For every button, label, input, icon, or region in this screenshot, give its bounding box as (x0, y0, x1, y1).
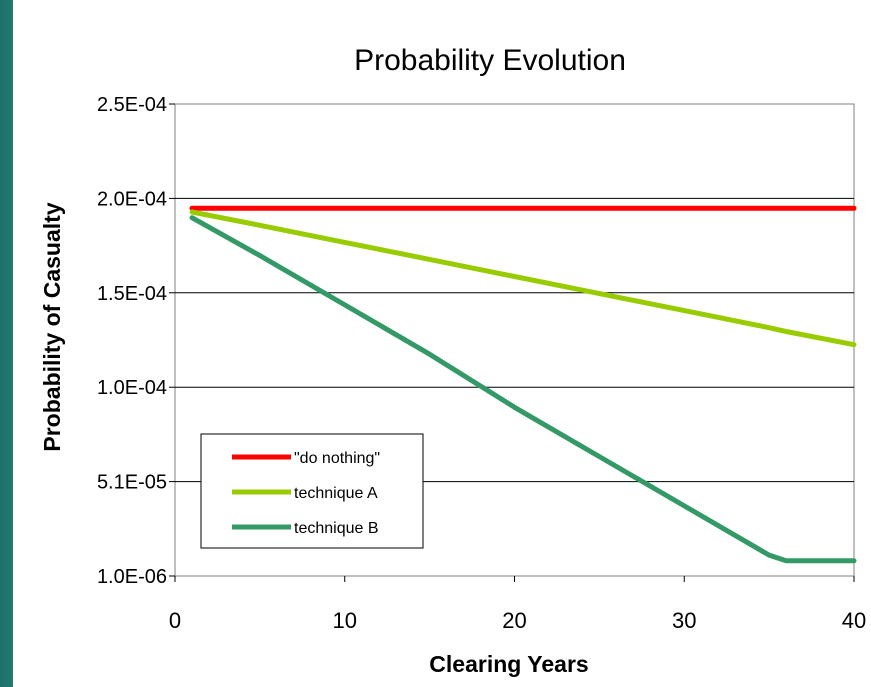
x-axis-title: Clearing Years (429, 651, 588, 677)
plot-area: 2.5E-04 2.0E-04 1.5E-04 1.0E-04 5.1E-05 1.0E-… (97, 94, 866, 633)
x-tick-label: 40 (842, 608, 866, 633)
y-axis-ticks: 2.5E-04 2.0E-04 1.5E-04 1.0E-04 5.1E-05 1.0E-… (97, 94, 175, 588)
series-line-3 (189, 215, 857, 564)
y-tick-label: 1.0E-06 (97, 566, 167, 588)
y-tick-label: 2.0E-04 (97, 188, 167, 210)
y-tick-label: 1.5E-04 (97, 283, 167, 305)
chart-frame: Probability Evolution 2.5E-04 2.0E-04 1.5E… (13, 0, 871, 687)
y-axis-title: Probability of Casualty (39, 202, 65, 451)
line-chart: Probability Evolution 2.5E-04 2.0E-04 1.5E… (13, 0, 871, 687)
x-tick-label: 0 (169, 608, 181, 633)
series-lines (189, 205, 857, 564)
chart-title: Probability Evolution (354, 44, 626, 77)
y-tick-label: 1.0E-04 (97, 377, 167, 399)
x-tick-label: 30 (672, 608, 696, 633)
y-tick-label: 2.5E-04 (97, 94, 167, 116)
legend-label: technique B (294, 520, 379, 537)
x-axis-ticks: 0 10 20 30 40 (169, 576, 866, 633)
x-tick-label: 20 (502, 608, 526, 633)
y-tick-label: 5.1E-05 (97, 472, 167, 494)
legend-label: technique A (294, 485, 378, 502)
gridlines (175, 197, 854, 483)
legend: "do nothing" technique A technique B (200, 433, 424, 549)
x-tick-label: 10 (333, 608, 357, 633)
series-line-2 (189, 209, 857, 348)
legend-label: "do nothing" (294, 450, 380, 467)
